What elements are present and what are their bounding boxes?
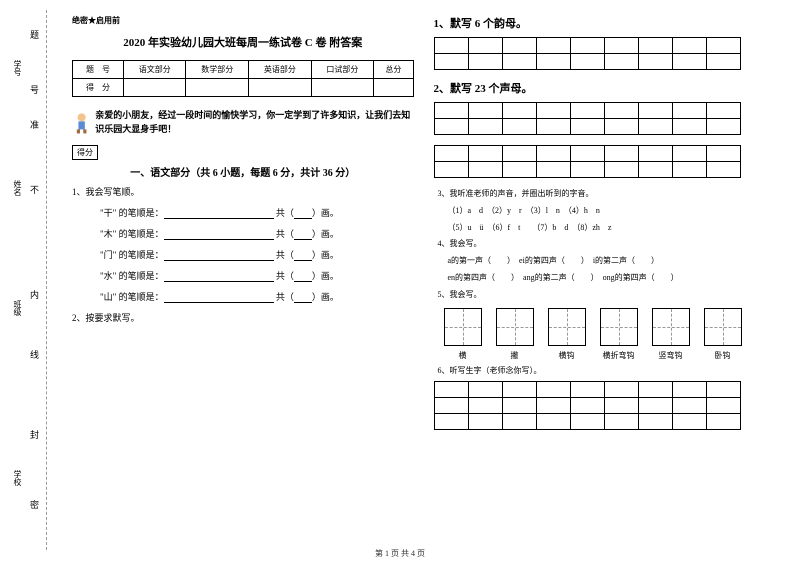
stroke-item: "门" 的笔顺是： 共（）画。	[100, 248, 414, 261]
sidebar-label: 题	[28, 30, 41, 39]
binding-sidebar: 题 学号 号 准 姓名 不 内 班级 线 封 学校 密	[0, 0, 60, 565]
answer-grid	[434, 102, 741, 135]
cell	[374, 79, 413, 97]
sidebar-field: 姓名	[12, 180, 23, 196]
page-footer: 第 1 页 共 4 页	[0, 548, 800, 559]
child-icon	[72, 109, 91, 137]
practice-box	[548, 308, 586, 346]
intro-text: 亲爱的小朋友，经过一段时间的愉快学习，你一定学到了许多知识，让我们去知识乐园大显…	[95, 109, 413, 136]
question: 6、听写生字（老师念你写）。	[438, 365, 776, 378]
question-items: （1）a d （2）y r （3）l n （4）h n	[448, 205, 776, 218]
question: 1、我会写笔顺。	[72, 185, 414, 198]
sidebar-label: 不	[28, 185, 41, 194]
sidebar-label: 线	[28, 350, 41, 359]
practice-box	[600, 308, 638, 346]
question: 1、默写 6 个韵母。	[434, 15, 776, 31]
stroke-item: "干" 的笔顺是： 共（）画。	[100, 206, 414, 219]
score-table: 题 号 语文部分 数学部分 英语部分 口试部分 总分 得 分	[72, 60, 414, 97]
question: 4、我会写。	[438, 238, 776, 251]
practice-boxes	[444, 308, 776, 346]
intro-block: 亲爱的小朋友，经过一段时间的愉快学习，你一定学到了许多知识，让我们去知识乐园大显…	[72, 109, 414, 137]
stroke-item: "山" 的笔顺是： 共（）画。	[100, 290, 414, 303]
cell: 总分	[374, 61, 413, 79]
sidebar-field: 班级	[12, 300, 23, 316]
question-line: a的第一声（ ） ei的第四声（ ） i的第二声（ ）	[448, 255, 776, 268]
cell: 得 分	[73, 79, 124, 97]
blank	[164, 209, 274, 219]
blank	[294, 293, 312, 303]
question: 5、我会写。	[438, 289, 776, 302]
answer-grid	[434, 381, 741, 430]
blank	[164, 272, 274, 282]
sidebar-label: 准	[28, 120, 41, 129]
cell: 数学部分	[186, 61, 249, 79]
stroke-item: "水" 的笔顺是： 共（）画。	[100, 269, 414, 282]
table-row: 题 号 语文部分 数学部分 英语部分 口试部分 总分	[73, 61, 414, 79]
practice-box	[652, 308, 690, 346]
cell	[186, 79, 249, 97]
sidebar-label: 密	[28, 500, 41, 509]
practice-box	[704, 308, 742, 346]
blank	[294, 230, 312, 240]
question-items: （5）u ü （6）f t （7）b d （8）zh z	[448, 222, 776, 235]
sidebar-field: 学号	[12, 60, 23, 76]
score-box: 得分	[72, 145, 98, 160]
cell: 口试部分	[311, 61, 374, 79]
cell: 题 号	[73, 61, 124, 79]
question: 2、默写 23 个声母。	[434, 80, 776, 96]
answer-grid	[434, 145, 741, 178]
practice-box	[496, 308, 534, 346]
practice-box	[444, 308, 482, 346]
left-column: 绝密★启用前 2020 年实验幼儿园大班每周一练试卷 C 卷 附答案 题 号 语…	[62, 10, 424, 540]
stroke-item: "木" 的笔顺是： 共（）画。	[100, 227, 414, 240]
cell	[249, 79, 312, 97]
blank	[294, 251, 312, 261]
cell	[123, 79, 186, 97]
sidebar-label: 封	[28, 430, 41, 439]
question-line: en的第四声（ ） ang的第二声（ ） ong的第四声（ ）	[448, 272, 776, 285]
main-content: 绝密★启用前 2020 年实验幼儿园大班每周一练试卷 C 卷 附答案 题 号 语…	[62, 10, 785, 540]
blank	[164, 293, 274, 303]
blank	[294, 209, 312, 219]
fold-line	[46, 10, 47, 550]
right-column: 1、默写 6 个韵母。 2、默写 23 个声母。 3、我听准老师的声音，并圈出听…	[424, 10, 786, 540]
secrecy-tag: 绝密★启用前	[72, 15, 414, 26]
table-row: 得 分	[73, 79, 414, 97]
section-title: 一、语文部分（共 6 小题，每题 6 分，共计 36 分）	[72, 164, 414, 179]
blank	[294, 272, 312, 282]
cell: 语文部分	[123, 61, 186, 79]
cell	[311, 79, 374, 97]
blank	[164, 251, 274, 261]
blank	[164, 230, 274, 240]
question: 3、我听准老师的声音，并圈出听到的字音。	[438, 188, 776, 201]
practice-labels: 横 撇 横钩 横折弯钩 竖弯钩 卧钩	[444, 350, 776, 361]
exam-title: 2020 年实验幼儿园大班每周一练试卷 C 卷 附答案	[72, 34, 414, 50]
sidebar-label: 号	[28, 85, 41, 94]
sidebar-label: 内	[28, 290, 41, 299]
answer-grid	[434, 37, 741, 70]
sidebar-field: 学校	[12, 470, 23, 486]
question: 2、按要求默写。	[72, 311, 414, 324]
cell: 英语部分	[249, 61, 312, 79]
